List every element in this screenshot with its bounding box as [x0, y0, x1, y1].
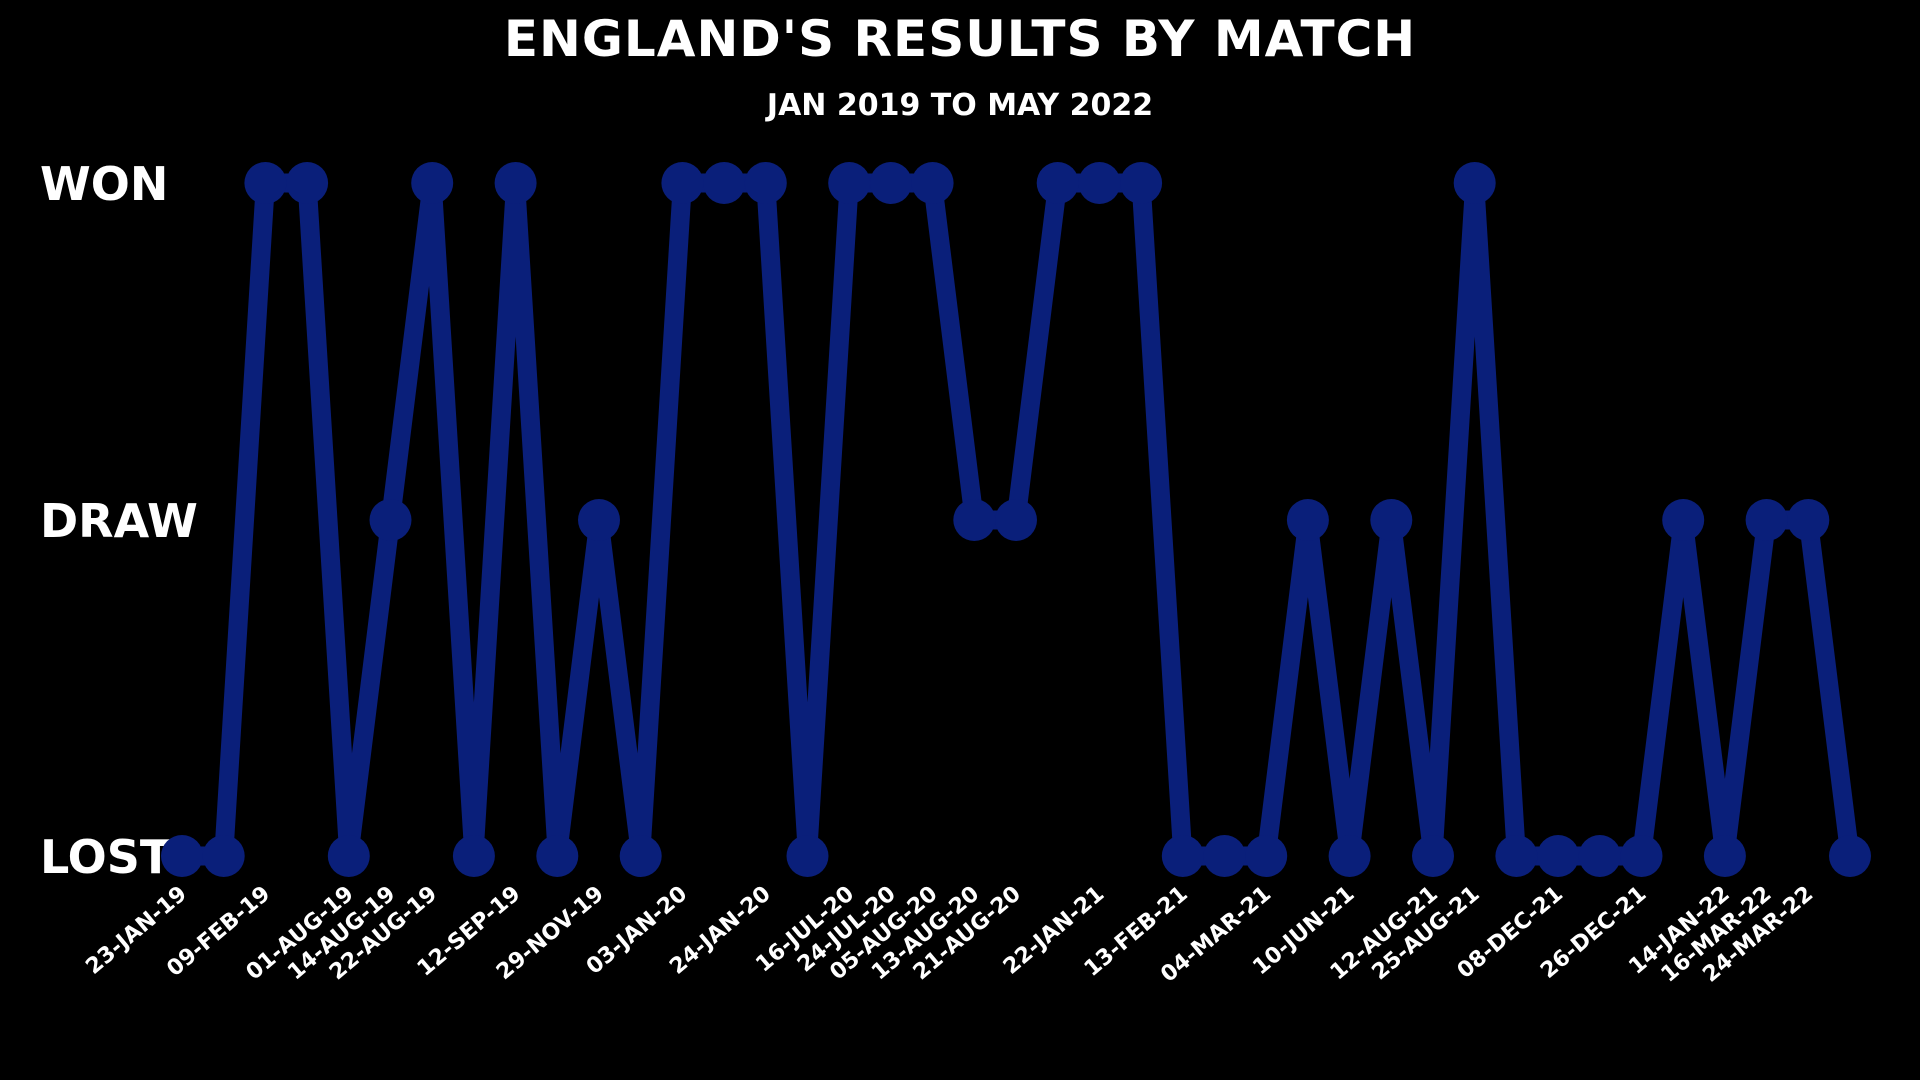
- data-point: [1453, 162, 1496, 204]
- data-point: [786, 835, 829, 877]
- data-point: [202, 835, 245, 877]
- data-point: [953, 499, 996, 541]
- chart-subtitle: JAN 2019 TO MAY 2022: [766, 88, 1154, 123]
- y-tick-label-lost: LOST: [40, 830, 172, 884]
- data-point: [1036, 162, 1079, 204]
- data-point: [995, 499, 1037, 541]
- data-point: [1120, 162, 1163, 204]
- data-point: [1328, 835, 1371, 877]
- y-axis-labels: LOST DRAW WON: [40, 157, 198, 884]
- data-point: [869, 162, 912, 204]
- data-point: [1495, 835, 1538, 877]
- data-point: [619, 835, 662, 877]
- data-point: [452, 835, 495, 877]
- data-point: [1829, 835, 1871, 877]
- data-point: [578, 499, 620, 541]
- data-point: [1578, 835, 1621, 877]
- series-points-group: [161, 162, 1871, 877]
- data-point: [1245, 835, 1288, 877]
- data-point: [286, 162, 329, 204]
- data-point: [1620, 835, 1663, 877]
- data-point: [828, 162, 871, 204]
- x-axis-labels: 23-JAN-1909-FEB-1901-AUG-1914-AUG-1922-A…: [81, 881, 1818, 987]
- y-tick-label-draw: DRAW: [40, 494, 198, 548]
- data-point: [1412, 835, 1454, 877]
- data-point: [244, 162, 287, 204]
- data-point: [1078, 162, 1121, 204]
- data-point: [369, 499, 412, 541]
- data-point: [327, 835, 370, 877]
- data-point: [661, 162, 704, 204]
- data-point: [536, 835, 579, 877]
- data-point: [1203, 835, 1246, 877]
- data-point: [1745, 499, 1788, 541]
- data-point: [744, 162, 787, 204]
- y-tick-label-won: WON: [40, 157, 168, 211]
- data-point: [703, 162, 746, 204]
- chart-title: ENGLAND'S RESULTS BY MATCH: [503, 10, 1417, 68]
- data-point: [1703, 835, 1746, 877]
- data-point: [411, 162, 454, 204]
- data-point: [1370, 499, 1413, 541]
- data-point: [494, 162, 537, 204]
- data-point: [1787, 499, 1830, 541]
- data-point: [161, 835, 203, 877]
- data-point: [1662, 499, 1705, 541]
- data-point: [1286, 499, 1329, 541]
- data-point: [911, 162, 954, 204]
- data-point: [1161, 835, 1204, 877]
- data-point: [1537, 835, 1580, 877]
